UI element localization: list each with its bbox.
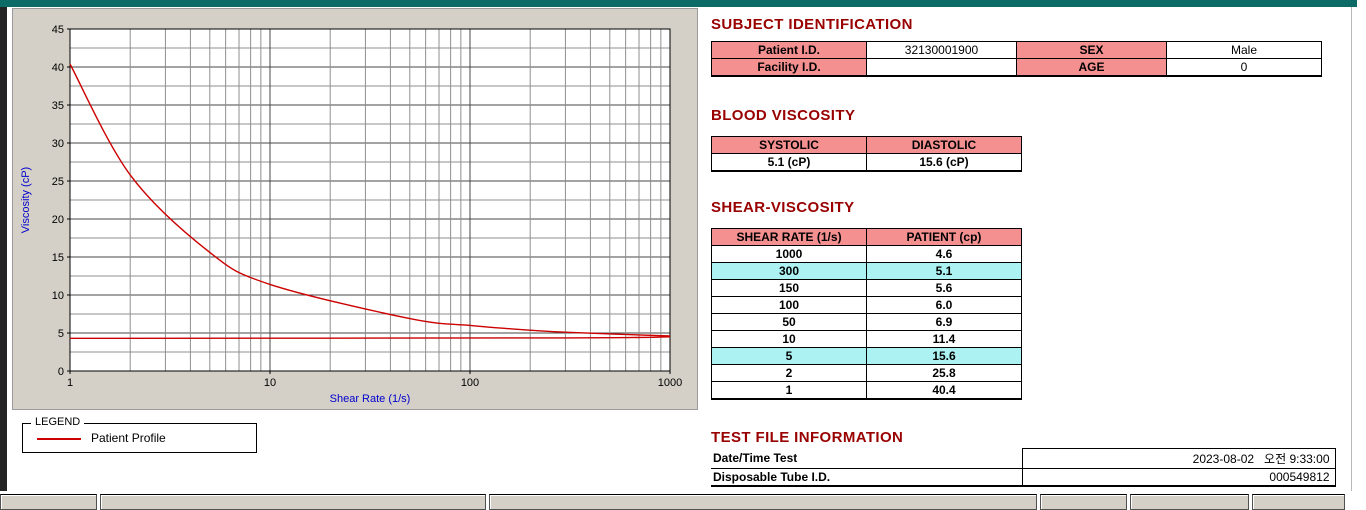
svg-text:30: 30: [52, 138, 64, 150]
shear-row: 5 15.6: [711, 347, 1022, 365]
patient-viscosity-cell: 4.6: [866, 245, 1022, 263]
subject-row: Patient I.D. 32130001900 SEX Male: [711, 41, 1322, 59]
shear-row: 2 25.8: [711, 364, 1022, 382]
patient-id-value: 32130001900: [866, 41, 1017, 59]
svg-text:45: 45: [52, 24, 64, 36]
window-left-edge: [0, 7, 7, 491]
legend-title: LEGEND: [31, 416, 85, 428]
disposable-tube-id-value: 000549812: [1021, 468, 1336, 487]
sex-value: Male: [1166, 41, 1322, 59]
blood-viscosity-title: BLOOD VISCOSITY: [711, 107, 856, 124]
shear-viscosity-title: SHEAR-VISCOSITY: [711, 199, 855, 216]
shear-rate-cell: 150: [711, 279, 867, 297]
shear-row: 100 6.0: [711, 296, 1022, 314]
facility-id-value: [866, 58, 1017, 77]
svg-text:5: 5: [58, 328, 64, 340]
shear-viscosity-header-row: SHEAR RATE (1/s) PATIENT (cp): [711, 228, 1022, 246]
shear-rate-cell: 1000: [711, 245, 867, 263]
blood-viscosity-value-row: 5.1 (cP) 15.6 (cP): [711, 153, 1022, 172]
shear-rate-cell: 10: [711, 330, 867, 348]
blood-viscosity-table: SYSTOLIC DIASTOLIC 5.1 (cP) 15.6 (cP): [711, 136, 1022, 172]
patient-viscosity-cell: 25.8: [866, 364, 1022, 382]
subject-identification-table: Patient I.D. 32130001900 SEX Male Facili…: [711, 41, 1322, 77]
diastolic-value: 15.6 (cP): [866, 153, 1022, 172]
shear-rate-cell: 300: [711, 262, 867, 280]
patient-viscosity-cell: 11.4: [866, 330, 1022, 348]
shear-row: 1000 4.6: [711, 245, 1022, 263]
window-right-edge: [1351, 7, 1352, 491]
age-value: 0: [1166, 58, 1322, 77]
shear-row: 50 6.9: [711, 313, 1022, 331]
test-file-information-table: Date/Time Test 2023-08-02 오전 9:33:00 Dis…: [711, 448, 1336, 487]
patient-viscosity-cell: 40.4: [866, 381, 1022, 400]
svg-text:Shear Rate (1/s): Shear Rate (1/s): [330, 393, 411, 405]
svg-text:100: 100: [461, 377, 479, 389]
shear-rate-cell: 50: [711, 313, 867, 331]
svg-text:1: 1: [67, 377, 73, 389]
systolic-value: 5.1 (cP): [711, 153, 867, 172]
sex-label: SEX: [1016, 41, 1167, 59]
shear-rate-cell: 2: [711, 364, 867, 382]
age-label: AGE: [1016, 58, 1167, 77]
svg-text:0: 0: [58, 366, 64, 378]
systolic-header: SYSTOLIC: [711, 136, 867, 154]
date-time-test-label: Date/Time Test: [711, 448, 1022, 469]
shear-row: 300 5.1: [711, 262, 1022, 280]
shear-row: 10 11.4: [711, 330, 1022, 348]
shear-rate-header: SHEAR RATE (1/s): [711, 228, 867, 246]
patient-viscosity-cell: 5.6: [866, 279, 1022, 297]
legend-line-sample: [37, 438, 81, 440]
test-info-row: Disposable Tube I.D. 000549812: [711, 468, 1336, 487]
test-info-row: Date/Time Test 2023-08-02 오전 9:33:00: [711, 448, 1336, 469]
window-top-edge: [0, 0, 1357, 7]
viscosity-chart-panel: 0 5 10 15 20 25 30 35 40 45 1 10 100 1000 Shear Rate (…: [12, 8, 698, 410]
shear-rate-cell: 1: [711, 381, 867, 400]
svg-text:1000: 1000: [658, 377, 682, 389]
patient-cp-header: PATIENT (cp): [866, 228, 1022, 246]
subject-row: Facility I.D. AGE 0: [711, 58, 1322, 77]
subject-identification-title: SUBJECT IDENTIFICATION: [711, 16, 913, 33]
diastolic-header: DIASTOLIC: [866, 136, 1022, 154]
svg-text:20: 20: [52, 214, 64, 226]
disposable-tube-id-label: Disposable Tube I.D.: [711, 468, 1022, 487]
date-time-test-value: 2023-08-02 오전 9:33:00: [1021, 448, 1336, 469]
patient-viscosity-cell: 5.1: [866, 262, 1022, 280]
patient-viscosity-cell: 6.9: [866, 313, 1022, 331]
svg-text:10: 10: [264, 377, 276, 389]
shear-viscosity-chart: 0 5 10 15 20 25 30 35 40 45 1 10 100 1000 Shear Rate (…: [20, 24, 682, 405]
svg-text:Viscosity (cP): Viscosity (cP): [20, 167, 32, 233]
chart-legend: LEGEND Patient Profile: [22, 416, 257, 453]
svg-text:35: 35: [52, 100, 64, 112]
shear-row: 1 40.4: [711, 381, 1022, 400]
facility-id-label: Facility I.D.: [711, 58, 867, 77]
svg-text:25: 25: [52, 176, 64, 188]
patient-viscosity-cell: 6.0: [866, 296, 1022, 314]
svg-text:15: 15: [52, 252, 64, 264]
patient-id-label: Patient I.D.: [711, 41, 867, 59]
test-file-information-title: TEST FILE INFORMATION: [711, 429, 904, 446]
shear-rate-cell: 100: [711, 296, 867, 314]
blood-viscosity-header-row: SYSTOLIC DIASTOLIC: [711, 136, 1022, 154]
legend-item-label: Patient Profile: [91, 431, 166, 445]
svg-text:40: 40: [52, 62, 64, 74]
shear-rate-cell: 5: [711, 347, 867, 365]
shear-viscosity-table: SHEAR RATE (1/s) PATIENT (cp) 1000 4.6 30…: [711, 228, 1022, 400]
shear-row: 150 5.6: [711, 279, 1022, 297]
svg-text:10: 10: [52, 290, 64, 302]
patient-viscosity-cell: 15.6: [866, 347, 1022, 365]
